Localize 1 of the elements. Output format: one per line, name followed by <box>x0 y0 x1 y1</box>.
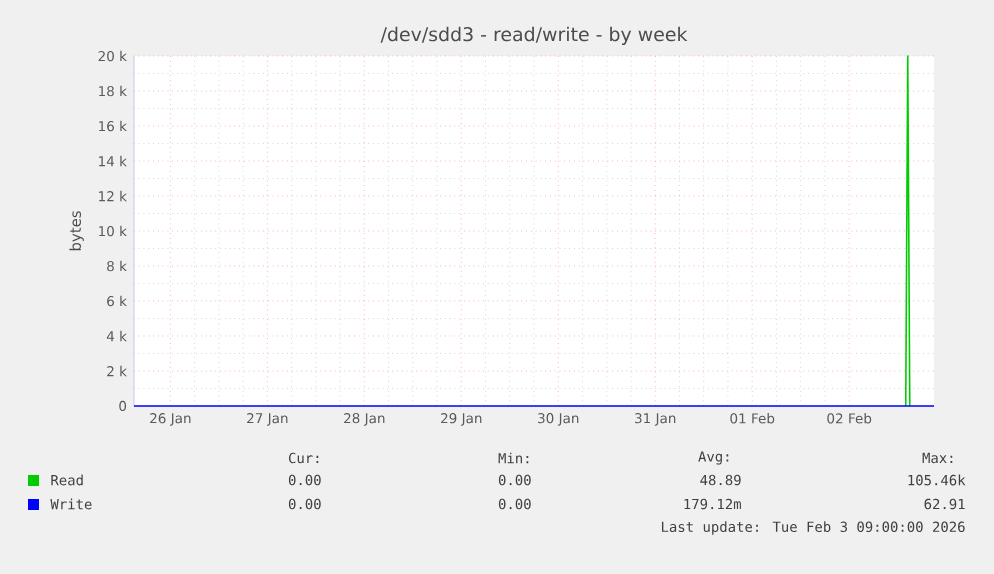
chart-title: /dev/sdd3 - read/write - by week <box>380 26 688 45</box>
